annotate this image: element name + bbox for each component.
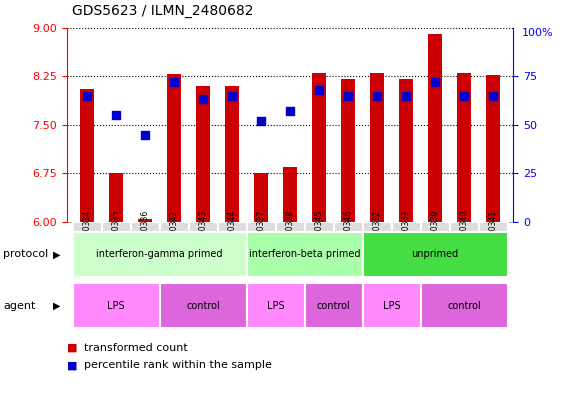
Text: ▶: ▶ (53, 250, 61, 259)
Text: GSM1470340: GSM1470340 (459, 210, 469, 261)
FancyBboxPatch shape (392, 222, 420, 250)
FancyBboxPatch shape (246, 222, 276, 250)
Point (140, 131, 150, 138)
Text: LPS: LPS (107, 301, 125, 310)
Point (401, 92, 411, 99)
Point (372, 92, 382, 99)
Text: control: control (447, 301, 481, 310)
Point (285, 108, 295, 114)
FancyBboxPatch shape (102, 222, 130, 250)
Point (459, 92, 469, 99)
Text: percentile rank within the sample: percentile rank within the sample (84, 360, 272, 371)
FancyBboxPatch shape (362, 232, 508, 277)
FancyBboxPatch shape (130, 222, 160, 250)
Text: interferon-gamma primed: interferon-gamma primed (96, 250, 223, 259)
Bar (342, 79, 354, 222)
FancyBboxPatch shape (450, 222, 478, 250)
Point (82, 92, 92, 99)
Text: ■: ■ (67, 343, 77, 353)
Point (169, 79, 179, 85)
Text: GSM1470346: GSM1470346 (343, 210, 353, 261)
FancyBboxPatch shape (160, 222, 188, 250)
Text: GSM1470332: GSM1470332 (372, 210, 382, 261)
FancyBboxPatch shape (72, 232, 246, 277)
Point (111, 112, 121, 118)
Text: protocol: protocol (3, 250, 48, 259)
FancyBboxPatch shape (362, 283, 420, 328)
Text: GDS5623 / ILMN_2480682: GDS5623 / ILMN_2480682 (72, 4, 254, 18)
Text: 100%: 100% (522, 28, 554, 37)
Text: GSM1470344: GSM1470344 (227, 210, 237, 261)
Bar (313, 73, 325, 222)
Bar (371, 73, 383, 222)
Text: unprimed: unprimed (411, 250, 459, 259)
Text: control: control (317, 301, 350, 310)
Text: ■: ■ (67, 360, 77, 371)
Point (227, 92, 237, 99)
Bar (284, 167, 296, 222)
Text: GSM1470335: GSM1470335 (111, 210, 121, 261)
Text: GSM1470343: GSM1470343 (198, 210, 208, 261)
Bar (458, 73, 470, 222)
Text: GSM1470336: GSM1470336 (140, 210, 150, 261)
Text: transformed count: transformed count (84, 343, 188, 353)
Text: LPS: LPS (383, 301, 400, 310)
Text: GSM1470341: GSM1470341 (488, 210, 498, 261)
Text: GSM1470333: GSM1470333 (401, 210, 411, 261)
Bar (139, 219, 151, 222)
Text: agent: agent (3, 301, 35, 310)
Text: GSM1470342: GSM1470342 (169, 210, 179, 261)
Bar (400, 79, 412, 222)
FancyBboxPatch shape (246, 232, 362, 277)
FancyBboxPatch shape (160, 283, 246, 328)
FancyBboxPatch shape (334, 222, 362, 250)
Bar (226, 86, 238, 222)
Text: ▶: ▶ (53, 301, 61, 310)
Bar (168, 74, 180, 222)
Text: interferon-beta primed: interferon-beta primed (249, 250, 360, 259)
FancyBboxPatch shape (246, 283, 304, 328)
Point (256, 118, 266, 124)
Point (198, 96, 208, 103)
Text: GSM1470337: GSM1470337 (256, 210, 266, 261)
Bar (197, 86, 209, 222)
FancyBboxPatch shape (218, 222, 246, 250)
Text: GSM1470338: GSM1470338 (285, 210, 295, 261)
Text: GSM1470334: GSM1470334 (82, 210, 92, 261)
Point (430, 79, 440, 85)
FancyBboxPatch shape (72, 283, 160, 328)
FancyBboxPatch shape (72, 222, 102, 250)
Bar (429, 34, 441, 222)
FancyBboxPatch shape (362, 222, 392, 250)
FancyBboxPatch shape (188, 222, 218, 250)
Text: LPS: LPS (267, 301, 284, 310)
Bar (255, 173, 267, 222)
Text: GSM1470345: GSM1470345 (314, 210, 324, 261)
Bar (487, 75, 499, 222)
FancyBboxPatch shape (420, 222, 450, 250)
FancyBboxPatch shape (276, 222, 304, 250)
FancyBboxPatch shape (304, 283, 362, 328)
Bar (110, 173, 122, 222)
Bar (81, 89, 93, 222)
FancyBboxPatch shape (420, 283, 508, 328)
FancyBboxPatch shape (478, 222, 508, 250)
Text: GSM1470339: GSM1470339 (430, 210, 440, 261)
Point (343, 92, 353, 99)
Point (488, 92, 498, 99)
FancyBboxPatch shape (304, 222, 333, 250)
Text: control: control (186, 301, 220, 310)
Point (314, 86, 324, 93)
